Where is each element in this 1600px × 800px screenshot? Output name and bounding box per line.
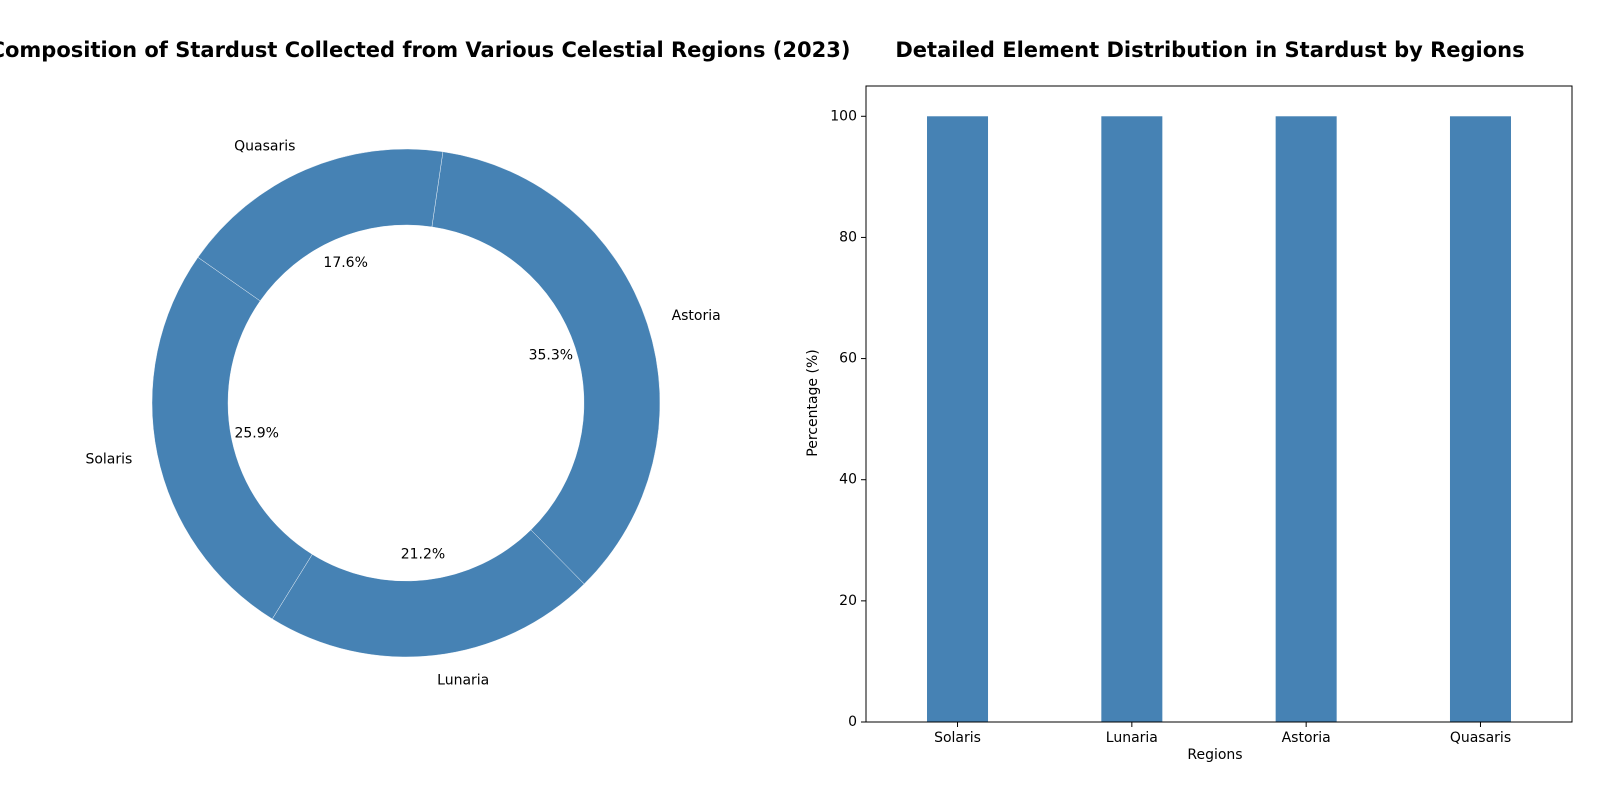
donut-slice-lunaria (272, 529, 585, 658)
slice-percent-astoria: 35.3% (529, 348, 573, 364)
bar-solaris (927, 116, 989, 723)
y-tick-label: 20 (839, 593, 857, 609)
bar-chart-title: Detailed Element Distribution in Stardus… (895, 38, 1524, 62)
donut-slice-astoria (431, 151, 661, 585)
x-tick-label-quasaris: Quasaris (1450, 730, 1511, 746)
plot-frame (865, 85, 1573, 723)
y-tick-label: 100 (830, 108, 857, 124)
bar-astoria (1275, 116, 1337, 723)
x-tick-label-astoria: Astoria (1282, 730, 1331, 746)
y-tick-label: 80 (839, 229, 857, 245)
slice-label-quasaris: Quasaris (234, 138, 295, 154)
slice-percent-quasaris: 17.6% (323, 255, 367, 271)
y-tick-label: 40 (839, 472, 857, 488)
slice-percent-lunaria: 21.2% (401, 546, 445, 562)
x-tick-label-lunaria: Lunaria (1106, 730, 1158, 746)
x-tick-label-solaris: Solaris (934, 730, 981, 746)
bar-chart: Solaris Lunaria Astoria Quasaris 0 20 40 60 80 10… (830, 85, 1573, 746)
x-axis-label: Regions (1187, 747, 1242, 763)
slice-label-solaris: Solaris (85, 451, 132, 467)
donut-slice-solaris (151, 257, 313, 620)
slice-percent-solaris: 25.9% (234, 426, 278, 442)
slice-label-lunaria: Lunaria (437, 673, 489, 689)
pie-chart-title: Composition of Stardust Collected from V… (0, 38, 850, 62)
y-tick-label: 60 (839, 351, 857, 367)
slice-label-astoria: Astoria (672, 308, 721, 324)
bar-lunaria (1101, 116, 1163, 723)
donut-slice-quasaris (197, 148, 444, 302)
y-axis-label: Percentage (%) (805, 349, 821, 456)
donut-chart: Solaris 25.9% Lunaria 21.2% Astoria 35.3% Quas… (85, 138, 720, 688)
bar-quasaris (1449, 116, 1511, 723)
y-tick-label: 0 (848, 714, 857, 730)
